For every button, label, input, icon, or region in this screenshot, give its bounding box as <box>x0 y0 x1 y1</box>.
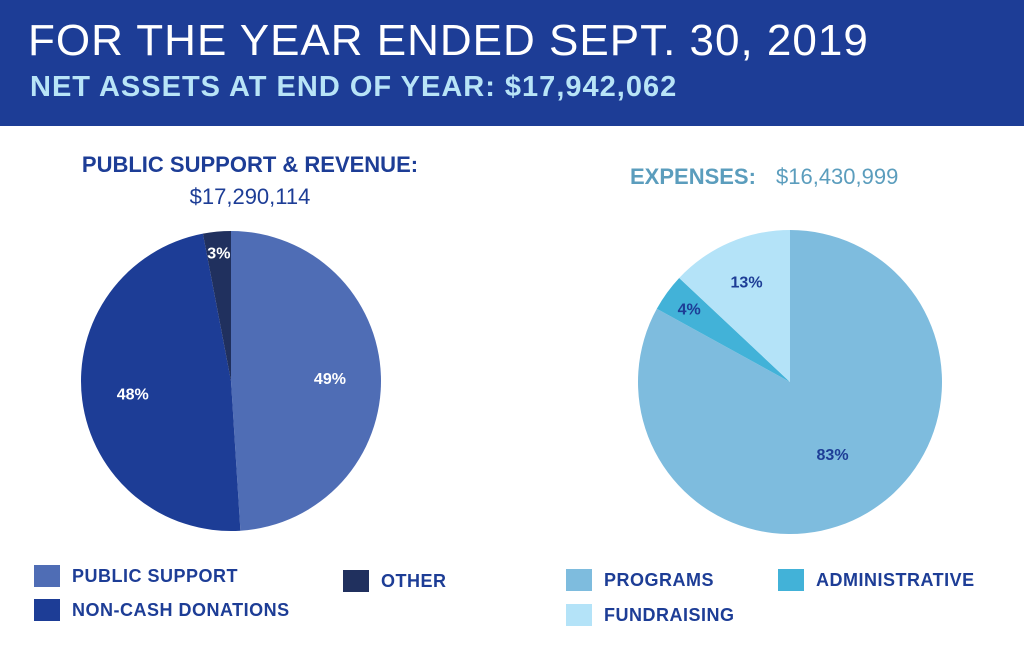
legend-swatch-administrative <box>778 569 804 591</box>
legend-swatch-programs <box>566 569 592 591</box>
legend-swatch-other <box>343 570 369 592</box>
expenses-label-programs: 83% <box>817 447 849 464</box>
header-banner: FOR THE YEAR ENDED SEPT. 30, 2019 NET AS… <box>0 0 1024 126</box>
legend-label-programs: PROGRAMS <box>604 569 715 590</box>
revenue-slice-other <box>202 231 231 381</box>
expenses-slice-administrative <box>656 277 790 382</box>
expenses-amount: $16,430,999 <box>776 164 899 189</box>
expenses-slice-fundraising <box>679 230 790 382</box>
revenue-label-other: 3% <box>207 246 230 263</box>
legend-item-fundraising: FUNDRAISING <box>566 604 735 626</box>
revenue-title: PUBLIC SUPPORT & REVENUE: <box>81 152 419 177</box>
legend-label-non-cash-donations: NON-CASH DONATIONS <box>72 599 290 620</box>
revenue-label-public-support: 49% <box>314 371 346 388</box>
expenses-label-fundraising: 13% <box>731 275 763 292</box>
legend-swatch-public-support <box>34 565 60 587</box>
legend-label-other: OTHER <box>381 570 447 591</box>
legend-swatch-fundraising <box>566 604 592 626</box>
revenue-slice-public-support <box>231 231 381 531</box>
revenue-slice-non-cash-donations <box>81 233 241 531</box>
expenses-label-administrative: 4% <box>678 302 701 319</box>
legend-swatch-non-cash-donations <box>34 599 60 621</box>
legend-label-fundraising: FUNDRAISING <box>604 604 735 625</box>
legend-item-other: OTHER <box>343 570 447 592</box>
revenue-amount: $17,290,114 <box>189 184 311 209</box>
revenue-label-non-cash-donations: 48% <box>117 386 149 403</box>
legend-label-administrative: ADMINISTRATIVE <box>816 569 975 590</box>
header-title: FOR THE YEAR ENDED SEPT. 30, 2019 <box>28 16 869 65</box>
expenses-title: EXPENSES: <box>630 164 756 189</box>
legend-item-administrative: ADMINISTRATIVE <box>778 569 975 591</box>
net-assets-subtitle: NET ASSETS AT END OF YEAR: $17,942,062 <box>30 71 678 103</box>
legend-item-programs: PROGRAMS <box>566 569 714 591</box>
legend-item-non-cash-donations: NON-CASH DONATIONS <box>34 599 290 621</box>
legend-item-public-support: PUBLIC SUPPORT <box>34 565 238 587</box>
legend-label-public-support: PUBLIC SUPPORT <box>72 565 239 586</box>
